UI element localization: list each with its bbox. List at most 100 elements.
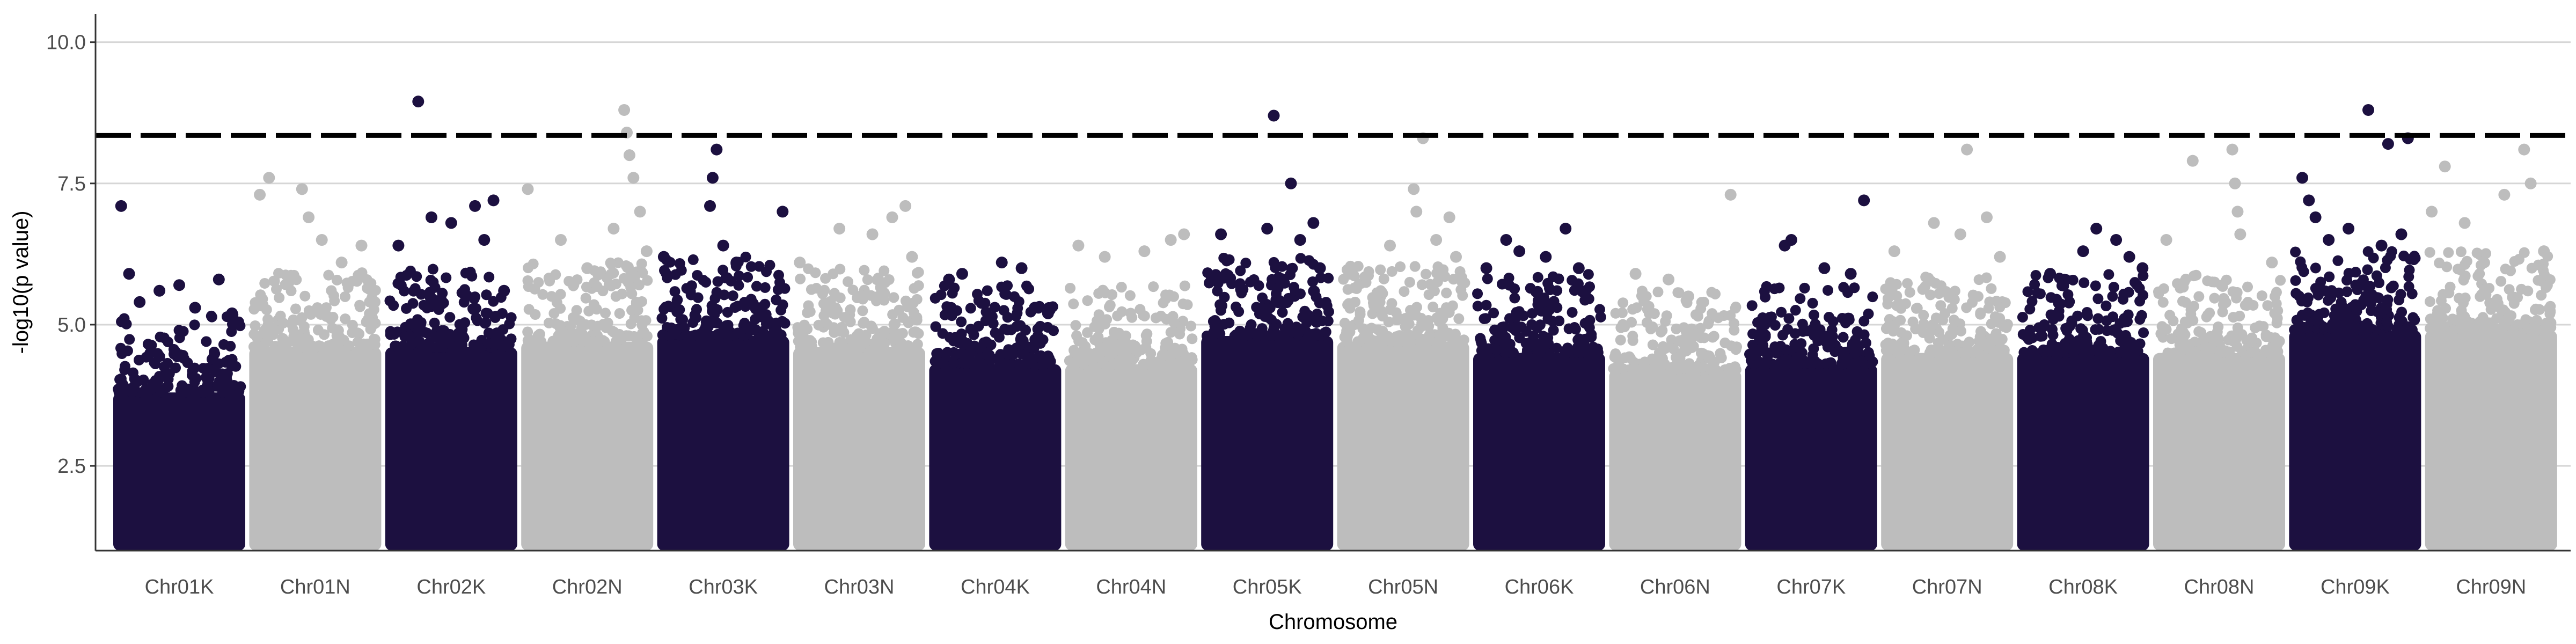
data-point [605, 280, 617, 291]
data-point [2382, 294, 2394, 305]
data-point [711, 143, 723, 156]
chromosome-band-Chr04N [1065, 364, 1197, 551]
data-point [335, 257, 348, 269]
data-point [712, 318, 723, 329]
data-point [2435, 295, 2447, 306]
data-point [260, 338, 271, 349]
data-point [522, 275, 533, 286]
data-point [473, 342, 484, 353]
data-point [554, 322, 566, 333]
data-point [1342, 284, 1353, 295]
data-point [537, 289, 548, 300]
data-point [845, 316, 856, 327]
data-point [1268, 109, 1280, 122]
data-point [1383, 316, 1394, 327]
data-point [1989, 311, 2001, 323]
data-point [298, 321, 310, 332]
data-point [2262, 300, 2273, 311]
data-point [2455, 246, 2467, 258]
data-point [2290, 275, 2301, 286]
data-point [2266, 257, 2278, 269]
data-point [1235, 265, 1246, 276]
data-point [1048, 325, 1059, 336]
data-point [2155, 328, 2167, 339]
data-point [1618, 297, 1629, 309]
data-point [810, 267, 821, 279]
data-point [2046, 324, 2058, 335]
data-point [2460, 292, 2471, 304]
data-point [263, 172, 275, 184]
data-point [1666, 334, 1677, 346]
data-point [1124, 353, 1135, 364]
data-point [2303, 194, 2315, 207]
data-point [1619, 321, 1630, 333]
data-point [1918, 310, 1929, 321]
data-point [425, 211, 437, 223]
data-point [2398, 250, 2410, 261]
data-point [471, 312, 482, 324]
data-point [1672, 287, 1684, 298]
data-point [404, 331, 415, 342]
data-point [1933, 337, 1944, 348]
data-point [2505, 265, 2516, 276]
data-point [2435, 324, 2447, 335]
data-point [900, 295, 911, 306]
data-point [230, 361, 241, 372]
data-point [735, 327, 746, 339]
data-point [1713, 312, 1724, 324]
data-point [2355, 324, 2367, 335]
data-point [460, 267, 471, 279]
data-point [312, 325, 324, 336]
data-point [296, 183, 308, 195]
data-point [1842, 287, 1853, 298]
data-point [835, 292, 846, 303]
data-point [1405, 335, 1416, 347]
data-point [459, 317, 471, 328]
data-point [217, 368, 228, 379]
data-point [1384, 239, 1396, 252]
data-point [1129, 340, 1140, 352]
data-point [777, 206, 789, 218]
data-point [1820, 358, 1832, 369]
data-point [141, 352, 152, 363]
data-point [288, 324, 299, 335]
data-point [1802, 357, 1813, 369]
data-point [1973, 274, 1985, 286]
data-point [1526, 319, 1538, 330]
data-point [1294, 288, 1306, 299]
data-point [580, 292, 591, 304]
data-point [670, 269, 681, 280]
data-point [260, 324, 271, 335]
data-point [794, 257, 806, 269]
data-point [614, 308, 625, 319]
data-point [564, 275, 575, 287]
data-point [1838, 332, 1849, 343]
data-point [1352, 261, 1364, 272]
data-point [2092, 313, 2104, 324]
data-point [1631, 302, 1642, 313]
data-point [1981, 211, 1993, 223]
data-point [2498, 316, 2509, 327]
data-point [2434, 258, 2445, 269]
data-point [1746, 300, 1758, 311]
data-point [1657, 325, 1668, 336]
data-point [1858, 329, 1870, 340]
data-point [1112, 310, 1123, 321]
data-point [262, 313, 274, 325]
data-point [2496, 276, 2507, 287]
data-point [2176, 323, 2187, 334]
data-point [879, 265, 890, 276]
chromosome-band-Chr06K [1473, 353, 1605, 551]
data-point [933, 357, 945, 369]
data-point [291, 274, 302, 286]
data-point [116, 348, 128, 360]
data-point [1994, 251, 2006, 263]
data-point [2461, 255, 2472, 267]
data-point [1680, 334, 1691, 345]
data-point [1482, 273, 1493, 284]
x-tick-label: Chr09K [2321, 576, 2390, 598]
data-point [599, 336, 610, 347]
x-tick-label: Chr04N [1096, 576, 1166, 598]
data-point [1013, 296, 1024, 307]
